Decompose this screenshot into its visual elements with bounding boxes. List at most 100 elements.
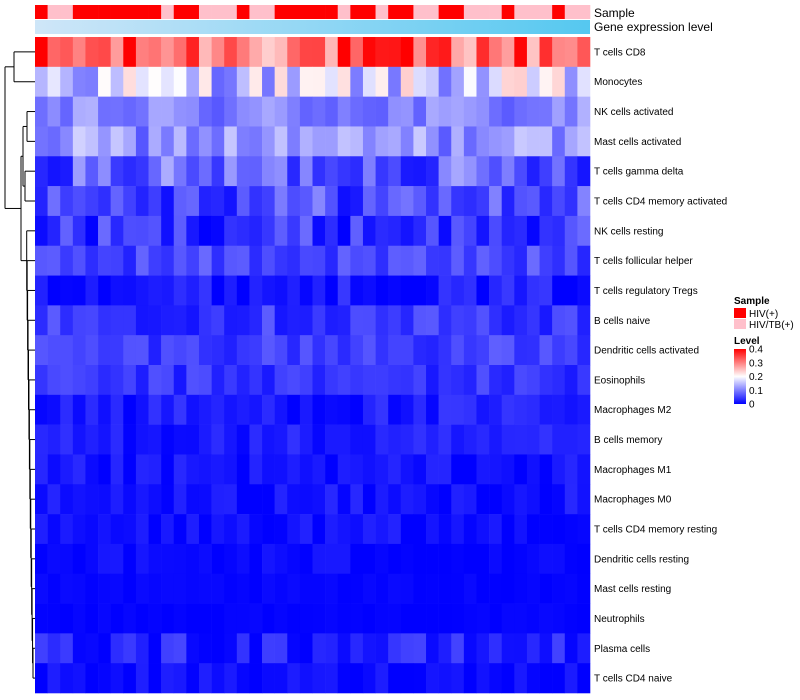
heatmap-cell xyxy=(539,424,553,455)
heatmap-cell xyxy=(186,454,200,485)
heatmap-cell xyxy=(47,484,61,515)
heatmap-cell xyxy=(148,454,162,485)
heatmap-cell xyxy=(60,37,74,68)
heatmap-cell xyxy=(501,335,515,366)
heatmap-cell xyxy=(325,66,339,97)
heatmap-cell xyxy=(98,603,111,634)
heatmap-cell xyxy=(148,603,162,634)
heatmap-cell xyxy=(350,484,364,515)
heatmap-cell xyxy=(325,215,339,247)
heatmap-cell xyxy=(287,156,301,187)
heatmap-cell xyxy=(135,484,149,515)
heatmap-cell xyxy=(375,126,389,157)
heatmap-cell xyxy=(577,215,591,247)
heatmap-cell xyxy=(337,543,351,575)
heatmap-cell xyxy=(413,514,427,545)
heatmap-cell xyxy=(173,275,187,306)
heatmap-cell xyxy=(400,454,414,485)
heatmap-cell xyxy=(564,66,578,97)
heatmap-cell xyxy=(35,543,48,575)
heatmap-cell xyxy=(514,37,528,68)
heatmap-cell xyxy=(564,484,578,515)
heatmap-cell xyxy=(249,335,263,366)
heatmap-cell xyxy=(577,305,591,336)
heatmap-cell xyxy=(362,126,376,157)
heatmap-cell xyxy=(186,573,200,604)
heatmap-cell xyxy=(287,66,301,97)
heatmap-cell xyxy=(274,543,288,575)
heatmap-cell xyxy=(161,156,175,187)
heatmap-cell xyxy=(564,633,578,664)
heatmap-cell xyxy=(249,514,263,545)
sample-annotation-cell xyxy=(249,5,263,19)
row-label: NK cells activated xyxy=(594,107,673,118)
heatmap-cell xyxy=(236,96,250,127)
heatmap-cell xyxy=(35,633,48,664)
heatmap-cell xyxy=(72,245,86,276)
heatmap-cell xyxy=(173,484,187,515)
heatmap-cell xyxy=(312,633,326,664)
row-label: Macrophages M2 xyxy=(594,405,672,416)
heatmap-cell xyxy=(85,394,99,425)
heatmap-cell xyxy=(388,573,402,604)
heatmap-cell xyxy=(400,394,414,425)
heatmap-cell xyxy=(400,96,414,127)
heatmap-cell xyxy=(451,543,465,575)
sample-annotation-cell xyxy=(72,5,86,19)
heatmap-cell xyxy=(85,663,99,694)
heatmap-cell xyxy=(476,454,490,485)
heatmap-cell xyxy=(85,335,99,366)
heatmap-cell xyxy=(110,365,124,396)
heatmap-cell xyxy=(388,305,402,336)
heatmap-cell xyxy=(312,275,326,306)
heatmap-cell xyxy=(426,156,439,187)
heatmap-cell xyxy=(72,573,86,604)
sample-annotation-cell xyxy=(526,5,540,19)
heatmap-cell xyxy=(224,96,238,127)
heatmap-cell xyxy=(476,394,490,425)
heatmap-cell xyxy=(375,156,389,187)
heatmap-cell xyxy=(476,573,490,604)
heatmap-cell xyxy=(501,633,515,664)
heatmap-cell xyxy=(451,663,465,694)
heatmap-cell xyxy=(337,66,351,97)
heatmap-cell xyxy=(413,573,427,604)
heatmap-cell xyxy=(299,633,313,664)
heatmap-cell xyxy=(236,454,250,485)
heatmap-cell xyxy=(148,96,162,127)
heatmap-cell xyxy=(35,394,48,425)
heatmap-cell xyxy=(224,37,238,68)
heatmap-cell xyxy=(577,186,591,217)
heatmap-cell xyxy=(110,663,124,694)
heatmap-cell xyxy=(438,96,452,127)
heatmap-cell xyxy=(85,186,99,217)
heatmap-cell xyxy=(211,394,225,425)
sample-annotation-cell xyxy=(60,5,74,19)
heatmap-cell xyxy=(148,126,162,157)
heatmap-cell xyxy=(224,66,238,97)
heatmap-cell xyxy=(337,365,351,396)
heatmap-cell xyxy=(236,663,250,694)
heatmap-cell xyxy=(451,275,465,306)
heatmap-cell xyxy=(60,365,74,396)
heatmap-cell xyxy=(224,484,238,515)
sample-annotation-cell xyxy=(438,5,452,19)
heatmap-cell xyxy=(135,305,149,336)
heatmap-cell xyxy=(337,245,351,276)
heatmap-cell xyxy=(135,603,149,634)
heatmap-cell xyxy=(224,275,238,306)
heatmap-cell xyxy=(426,126,439,157)
heatmap-cell xyxy=(161,305,175,336)
heatmap-cell xyxy=(274,96,288,127)
heatmap-cell xyxy=(312,66,326,97)
heatmap-cell xyxy=(236,514,250,545)
heatmap-cell xyxy=(577,96,591,127)
heatmap-cell xyxy=(173,454,187,485)
heatmap-cell xyxy=(173,633,187,664)
heatmap-cell xyxy=(564,275,578,306)
heatmap-cell xyxy=(362,603,376,634)
heatmap-cell xyxy=(173,245,187,276)
heatmap-cell xyxy=(362,484,376,515)
heatmap-cell xyxy=(501,305,515,336)
sample-annotation-cell xyxy=(463,5,477,19)
